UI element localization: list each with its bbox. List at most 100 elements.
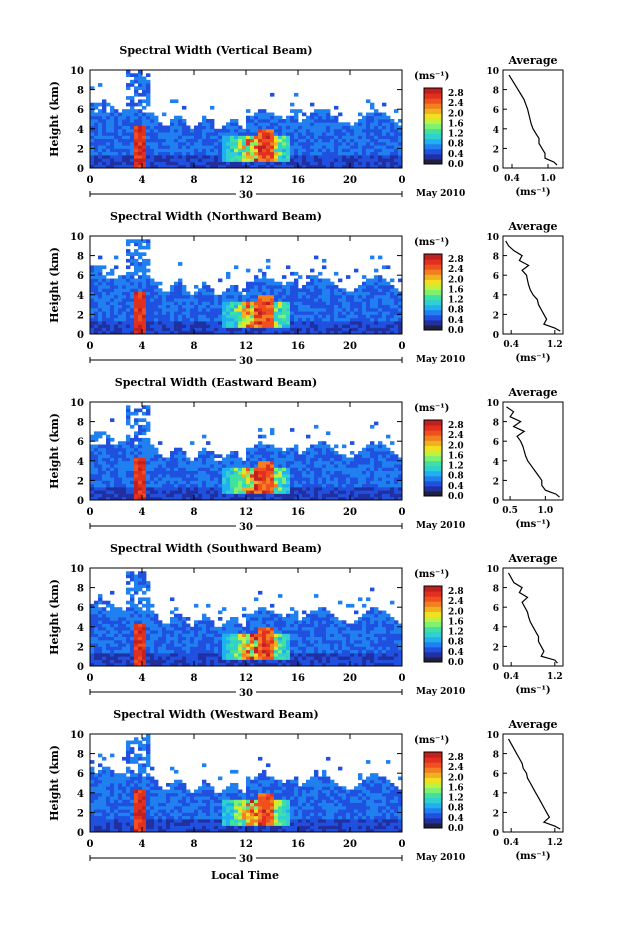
- heatmap-cell: [334, 320, 339, 325]
- heatmap-cell: [94, 646, 99, 651]
- heatmap-cell: [138, 92, 143, 97]
- heatmap-cell: [218, 493, 223, 498]
- heatmap-cell: [318, 470, 323, 475]
- heatmap-cell: [270, 493, 275, 498]
- heatmap-cell: [182, 314, 187, 319]
- heatmap-cell: [362, 454, 367, 458]
- heatmap-cell: [126, 70, 131, 74]
- heatmap-cell: [126, 620, 131, 624]
- heatmap-cell: [154, 473, 159, 478]
- heatmap-cell: [270, 327, 275, 332]
- colorbar-swatch: [424, 309, 442, 316]
- heatmap-cell: [174, 320, 179, 325]
- heatmap-cell: [246, 617, 251, 621]
- heatmap-cell: [198, 662, 203, 667]
- heatmap-cell: [270, 444, 275, 449]
- heatmap-cell: [246, 109, 251, 113]
- heatmap-cell: [130, 158, 135, 162]
- heatmap-cell: [234, 659, 239, 664]
- heatmap-cell: [262, 633, 267, 637]
- heatmap-cell: [366, 451, 371, 455]
- heatmap-cell: [94, 636, 99, 641]
- heatmap-cell: [218, 304, 223, 309]
- heatmap-cell: [286, 477, 291, 481]
- heatmap-cell: [130, 320, 135, 325]
- heatmap-cell: [202, 304, 207, 309]
- heatmap-cell: [138, 311, 143, 315]
- heatmap-cell: [170, 154, 175, 159]
- heatmap-cell: [114, 161, 119, 166]
- heatmap-cell: [258, 460, 263, 465]
- heatmap-cell: [130, 496, 135, 501]
- heatmap-cell: [318, 164, 323, 169]
- heatmap-cell: [234, 122, 239, 126]
- heatmap-cell: [142, 662, 147, 667]
- heatmap-cell: [158, 320, 163, 325]
- heatmap-cell: [258, 617, 263, 621]
- heatmap-cell: [202, 327, 207, 332]
- heatmap-cell: [298, 483, 303, 488]
- heatmap-cell: [150, 317, 155, 322]
- heatmap-cell: [382, 158, 387, 162]
- heatmap-cell: [382, 132, 387, 136]
- heatmap-cell: [378, 470, 383, 475]
- heatmap-cell: [114, 477, 119, 481]
- heatmap-cell: [370, 278, 375, 283]
- heatmap-cell: [358, 324, 363, 328]
- heatmap-cell: [178, 639, 183, 644]
- heatmap-cell: [210, 633, 215, 637]
- heatmap-cell: [106, 434, 111, 439]
- heatmap-cell: [90, 480, 95, 485]
- heatmap-cell: [238, 132, 243, 136]
- heatmap-cell: [274, 154, 279, 159]
- heatmap-cell: [186, 496, 191, 501]
- heatmap-cell: [166, 132, 171, 136]
- heatmap-cell: [178, 480, 183, 485]
- heatmap-cell: [334, 451, 339, 455]
- heatmap-cell: [178, 467, 183, 471]
- heatmap-cell: [326, 454, 331, 458]
- heatmap-cell: [198, 473, 203, 478]
- heatmap-cell: [126, 320, 131, 325]
- heatmap-cell: [230, 141, 235, 146]
- heatmap-cell: [178, 477, 183, 481]
- heatmap-cell: [330, 477, 335, 481]
- heatmap-cell: [98, 145, 103, 149]
- heatmap-cell: [210, 320, 215, 325]
- heatmap-cell: [154, 464, 159, 468]
- heatmap-cell: [218, 132, 223, 136]
- heatmap-cell: [290, 158, 295, 162]
- heatmap-cell: [374, 477, 379, 481]
- heatmap-cell: [202, 470, 207, 475]
- heatmap-cell: [206, 636, 211, 641]
- heatmap-cell: [358, 320, 363, 325]
- heatmap-cell: [242, 294, 247, 299]
- heatmap-cell: [390, 164, 395, 169]
- heatmap-cell: [118, 636, 123, 641]
- heatmap-cell: [338, 138, 343, 143]
- heatmap-cell: [362, 122, 367, 126]
- heatmap-cell: [138, 649, 143, 654]
- heatmap-cell: [126, 83, 131, 87]
- heatmap-cell: [382, 164, 387, 169]
- heatmap-cell: [278, 324, 283, 328]
- heatmap-cell: [254, 454, 259, 458]
- heatmap-cell: [234, 324, 239, 328]
- heatmap-cell: [178, 454, 183, 458]
- heatmap-cell: [102, 493, 107, 498]
- heatmap-cell: [290, 154, 295, 159]
- heatmap-cell: [210, 145, 215, 149]
- heatmap-cell: [370, 128, 375, 133]
- heatmap-cell: [378, 119, 383, 123]
- heatmap-cell: [310, 467, 315, 471]
- heatmap-cell: [230, 288, 235, 292]
- heatmap-cell: [146, 242, 151, 247]
- heatmap-cell: [258, 447, 263, 452]
- heatmap-cell: [362, 275, 367, 279]
- heatmap-cell: [262, 330, 267, 335]
- heatmap-cell: [174, 626, 179, 631]
- heatmap-cell: [330, 138, 335, 143]
- heatmap-cell: [154, 115, 159, 120]
- heatmap-cell: [98, 457, 103, 462]
- heatmap-cell: [146, 493, 151, 498]
